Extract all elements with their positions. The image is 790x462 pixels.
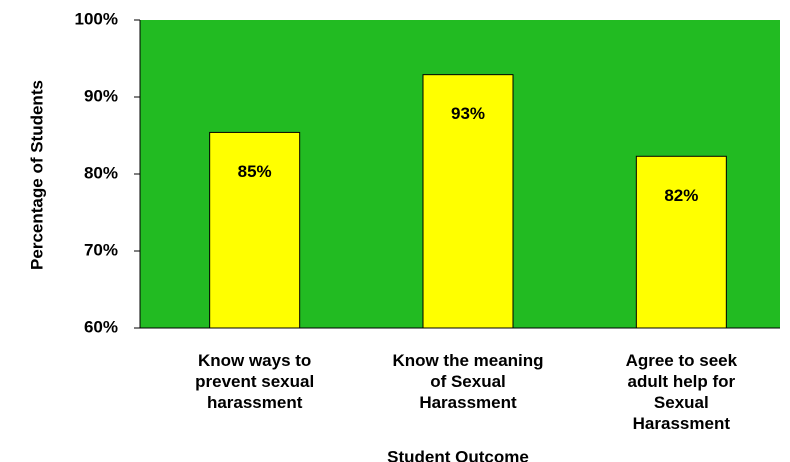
bar [209, 131, 301, 329]
y-tick-label: 100% [75, 9, 118, 28]
x-tick-label: Know the meaning of Sexual Harassment [392, 351, 544, 412]
x-tick-label: Know ways to prevent sexual harassment [195, 351, 315, 412]
bar [635, 155, 727, 329]
y-tick-label: 70% [84, 240, 118, 259]
x-axis-title: Student Outcome [387, 447, 529, 462]
bar [422, 74, 514, 329]
y-tick-label: 90% [84, 86, 118, 105]
y-tick-label: 60% [84, 317, 118, 336]
data-label: 93% [451, 104, 485, 123]
y-tick-label: 80% [84, 163, 118, 182]
x-tick-label: Agree to seek adult help for Sexual Hara… [625, 351, 738, 433]
y-axis-title: Percentage of Students [27, 80, 46, 270]
data-label: 85% [238, 162, 272, 181]
data-label: 82% [664, 186, 698, 205]
